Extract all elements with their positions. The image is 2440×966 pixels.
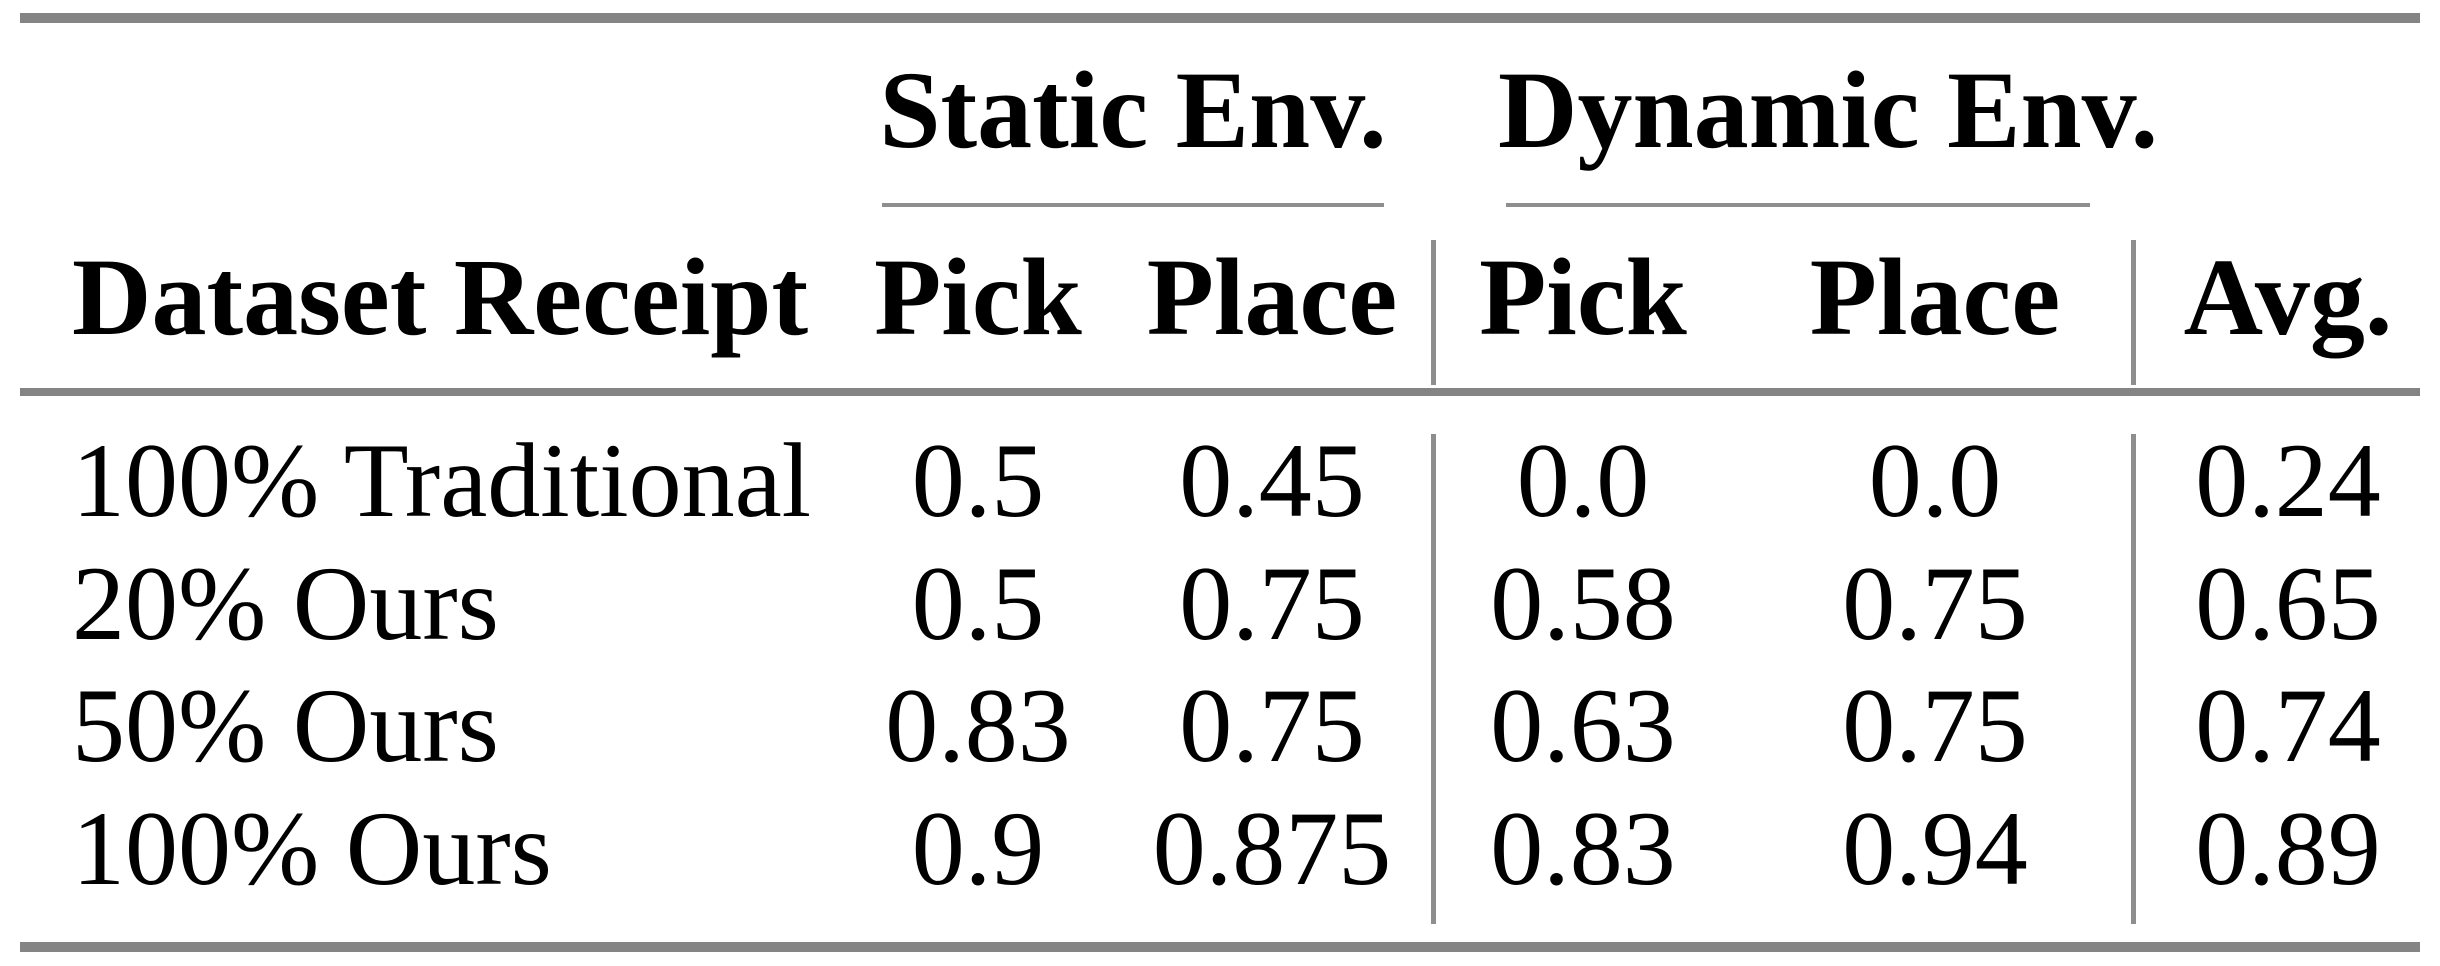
column-group-header-dynamic-env: Dynamic Env. — [1498, 49, 2159, 171]
column-header-static-place: Place — [1146, 236, 1398, 358]
column-header-dynamic-pick: Pick — [1479, 236, 1687, 358]
column-header-static-pick: Pick — [874, 236, 1082, 358]
cell-100pct-dynamic-pick: 0.83 — [1490, 790, 1676, 907]
vertical-rule-dynamic-avg-header — [2131, 240, 2136, 385]
column-header-avg: Avg. — [2183, 236, 2393, 358]
static-env-underline-rule — [882, 203, 1384, 207]
cell-50pct-dynamic-pick: 0.63 — [1490, 667, 1676, 784]
column-header-dataset-receipt: Dataset Receipt — [72, 236, 809, 358]
row-label-100pct-traditional: 100% Traditional — [72, 422, 812, 539]
column-header-dynamic-place: Place — [1809, 236, 2061, 358]
table-bottom-rule — [20, 942, 2420, 952]
row-label-100pct-ours: 100% Ours — [72, 790, 552, 907]
row-label-20pct-ours: 20% Ours — [72, 545, 499, 662]
cell-50pct-dynamic-place: 0.75 — [1842, 667, 2028, 784]
cell-100pct-static-pick: 0.9 — [911, 790, 1045, 907]
cell-50pct-static-pick: 0.83 — [885, 667, 1071, 784]
cell-20pct-dynamic-pick: 0.58 — [1490, 545, 1676, 662]
cell-50pct-avg: 0.74 — [2195, 667, 2381, 784]
cell-traditional-avg: 0.24 — [2195, 422, 2381, 539]
cell-traditional-static-pick: 0.5 — [911, 422, 1045, 539]
cell-20pct-static-pick: 0.5 — [911, 545, 1045, 662]
vertical-rule-dynamic-avg-body — [2131, 434, 2136, 924]
cell-traditional-static-place: 0.45 — [1179, 422, 1365, 539]
cell-100pct-avg: 0.89 — [2195, 790, 2381, 907]
cell-traditional-dynamic-place: 0.0 — [1868, 422, 2002, 539]
cell-100pct-static-place: 0.875 — [1152, 790, 1392, 907]
table-header-rule — [20, 388, 2420, 396]
table-top-rule — [20, 13, 2420, 23]
cell-traditional-dynamic-pick: 0.0 — [1516, 422, 1650, 539]
dynamic-env-underline-rule — [1506, 203, 2090, 207]
row-label-50pct-ours: 50% Ours — [72, 667, 499, 784]
cell-100pct-dynamic-place: 0.94 — [1842, 790, 2028, 907]
cell-50pct-static-place: 0.75 — [1179, 667, 1365, 784]
vertical-rule-static-dynamic-header — [1431, 240, 1436, 385]
cell-20pct-static-place: 0.75 — [1179, 545, 1365, 662]
column-group-header-static-env: Static Env. — [879, 49, 1387, 171]
vertical-rule-static-dynamic-body — [1431, 434, 1436, 924]
cell-20pct-dynamic-place: 0.75 — [1842, 545, 2028, 662]
cell-20pct-avg: 0.65 — [2195, 545, 2381, 662]
